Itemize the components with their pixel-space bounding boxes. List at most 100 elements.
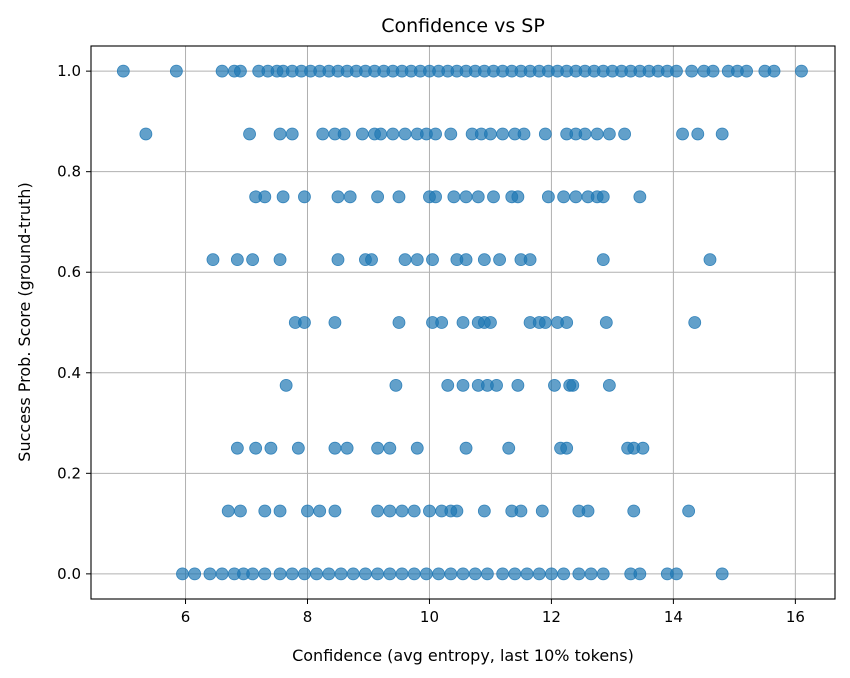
scatter-point — [480, 567, 494, 581]
scatter-point — [493, 253, 506, 267]
scatter-point — [343, 190, 357, 204]
scatter-point — [298, 567, 311, 581]
scatter-point — [676, 127, 689, 141]
scatter-point — [365, 253, 378, 267]
scatter-point — [444, 127, 458, 141]
scatter-point — [395, 504, 409, 518]
scatter-point — [596, 567, 610, 581]
x-tick-label: 12 — [542, 608, 561, 626]
scatter-point — [468, 567, 482, 581]
scatter-point — [496, 567, 510, 581]
scatter-point — [602, 127, 616, 141]
scatter-point — [203, 567, 217, 581]
scatter-point — [176, 567, 189, 581]
scatter-point — [398, 127, 412, 141]
scatter-point — [116, 64, 130, 78]
scatter-point — [767, 64, 781, 78]
scatter-point — [477, 253, 491, 267]
scatter-point — [188, 567, 202, 581]
points-layer — [116, 64, 808, 581]
scatter-point — [538, 316, 552, 329]
scatter-point — [340, 441, 354, 455]
scatter-point — [590, 127, 604, 141]
scatter-point — [206, 253, 220, 267]
scatter-point — [670, 567, 683, 581]
scatter-point — [371, 190, 385, 204]
scatter-point — [230, 441, 244, 455]
x-tick-label: 16 — [786, 608, 805, 626]
scatter-point — [432, 567, 446, 581]
scatter-point — [456, 567, 470, 581]
scatter-point — [230, 253, 244, 267]
scatter-point — [383, 504, 397, 518]
scatter-point — [459, 441, 473, 455]
scatter-point — [487, 190, 500, 204]
scatter-point — [633, 190, 647, 204]
scatter-point — [508, 567, 522, 581]
scatter-point — [258, 190, 272, 204]
scatter-point — [264, 441, 278, 455]
scatter-point — [359, 567, 372, 581]
scatter-point — [566, 378, 580, 392]
scatter-point — [670, 64, 683, 78]
scatter-point — [578, 127, 592, 141]
scatter-point — [258, 567, 272, 581]
scatter-point — [395, 567, 409, 581]
scatter-point — [459, 190, 473, 204]
scatter-point — [715, 567, 729, 581]
scatter-point — [328, 441, 342, 455]
scatter-point — [435, 316, 449, 329]
scatter-point — [618, 127, 632, 141]
chart-title: Confidence vs SP — [381, 15, 545, 37]
scatter-point — [459, 253, 473, 267]
x-tick-label: 10 — [420, 608, 439, 626]
scatter-point — [545, 567, 558, 581]
scatter-point — [490, 378, 503, 392]
scatter-point — [740, 64, 753, 78]
scatter-point — [139, 127, 153, 141]
scatter-point — [517, 127, 531, 141]
scatter-point — [371, 567, 385, 581]
scatter-point — [246, 253, 260, 267]
scatter-point — [682, 504, 696, 518]
scatter-point — [301, 504, 314, 518]
scatter-point — [215, 64, 229, 78]
scatter-point — [441, 378, 455, 392]
scatter-point — [234, 64, 247, 78]
scatter-point — [392, 316, 406, 329]
scatter-point — [279, 378, 293, 392]
scatter-point — [374, 127, 388, 141]
scatter-point — [398, 253, 412, 267]
y-tick-label: 0.8 — [57, 163, 81, 181]
scatter-point — [596, 253, 610, 267]
y-tick-label: 1.0 — [57, 62, 81, 80]
scatter-point — [407, 504, 421, 518]
scatter-point — [557, 190, 571, 204]
scatter-point — [334, 567, 348, 581]
scatter-point — [557, 567, 571, 581]
scatter-point — [450, 504, 464, 518]
scatter-point — [215, 567, 229, 581]
scatter-point — [477, 504, 491, 518]
scatter-point — [355, 127, 369, 141]
scatter-point — [298, 190, 311, 204]
scatter-point — [337, 127, 351, 141]
scatter-point — [273, 253, 287, 267]
scatter-point — [447, 190, 461, 204]
scatter-point — [511, 190, 525, 204]
scatter-point — [703, 253, 717, 267]
scatter-point — [685, 64, 699, 78]
scatter-point — [584, 567, 598, 581]
scatter-point — [523, 253, 537, 267]
scatter-point — [502, 441, 516, 455]
scatter-point — [715, 127, 729, 141]
scatter-point — [234, 504, 247, 518]
x-tick-label: 8 — [303, 608, 313, 626]
scatter-point — [688, 316, 702, 329]
scatter-point — [633, 567, 647, 581]
scatter-point — [496, 127, 510, 141]
scatter-point — [371, 441, 385, 455]
scatter-point — [169, 64, 183, 78]
y-tick-label: 0.4 — [57, 364, 81, 382]
